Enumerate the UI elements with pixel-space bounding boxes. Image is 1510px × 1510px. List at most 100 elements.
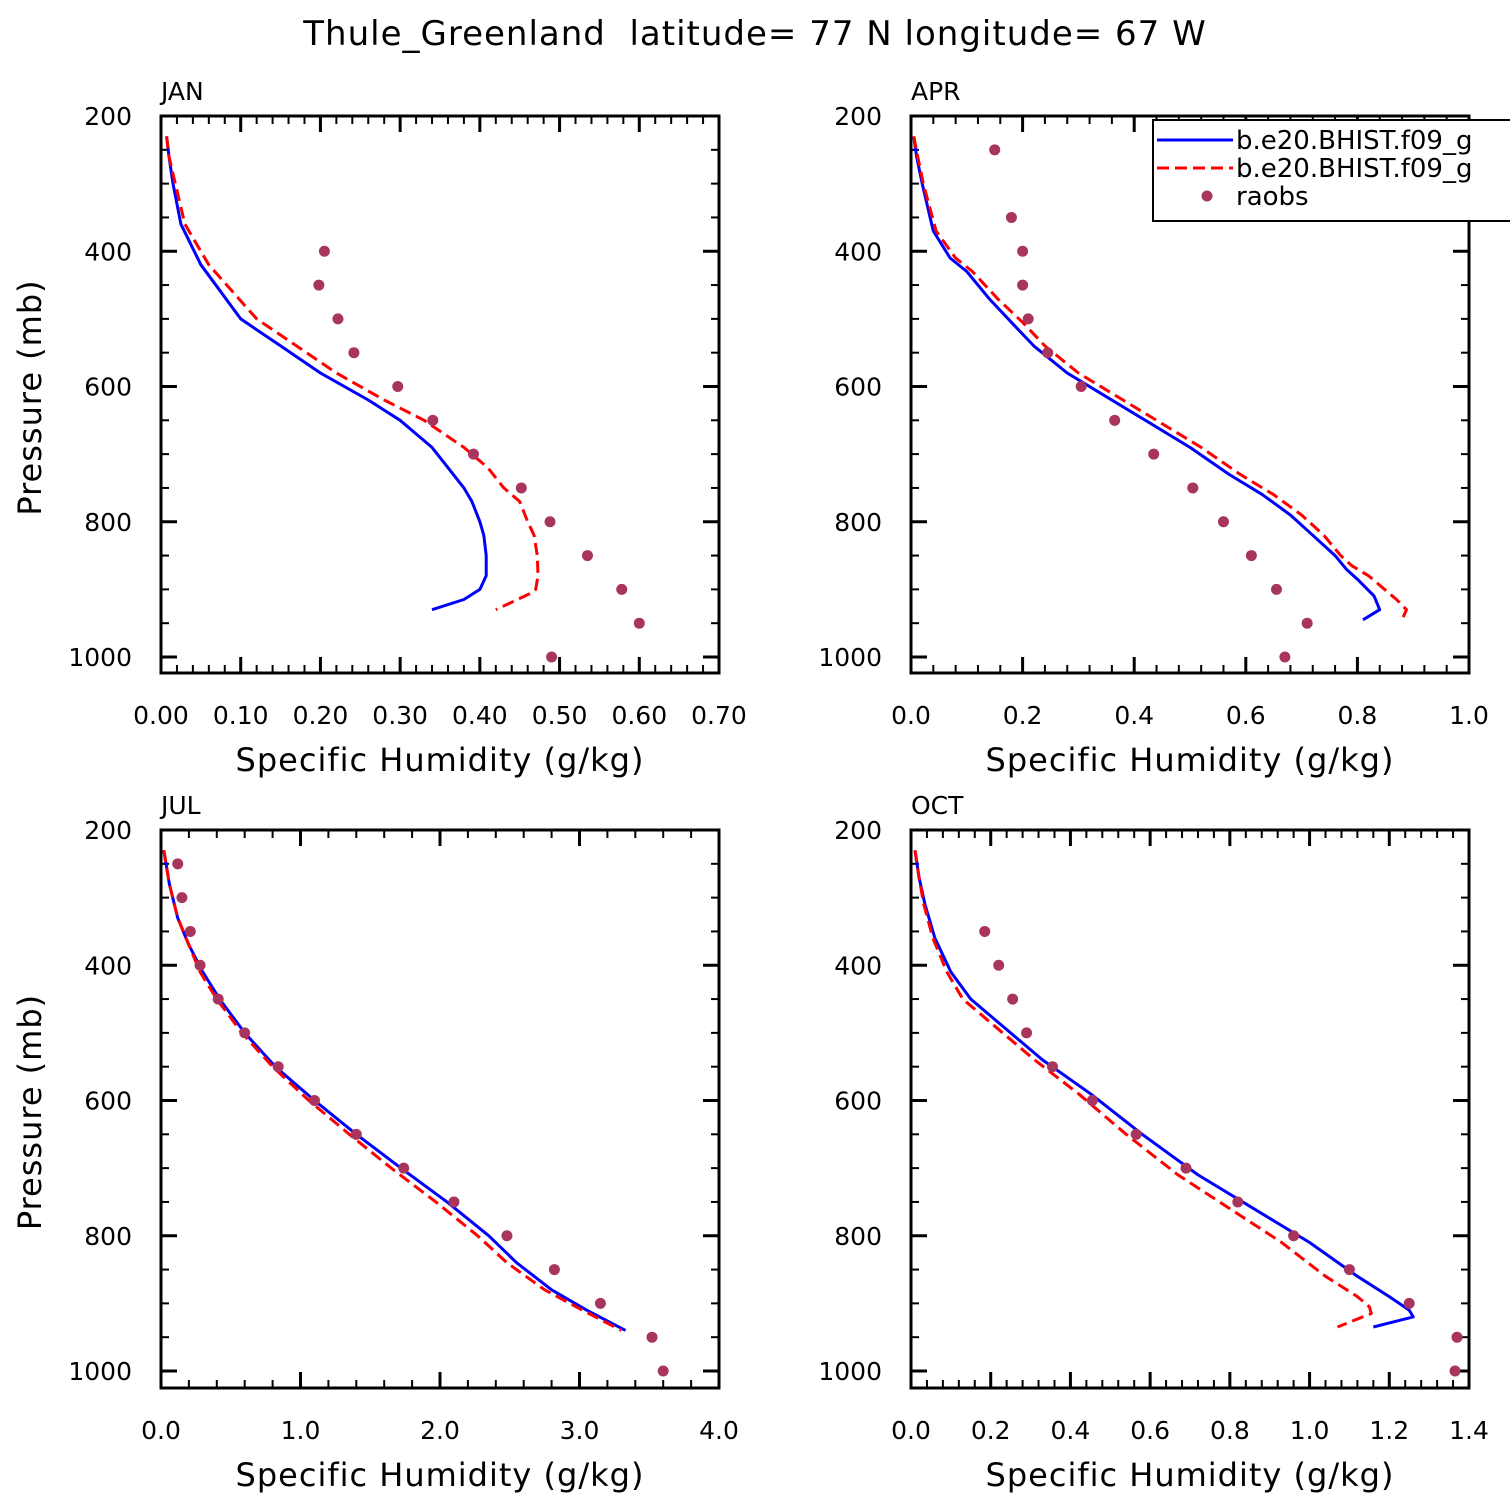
raobs-point xyxy=(1217,516,1229,528)
raobs-point xyxy=(392,381,404,392)
raobs-point xyxy=(989,144,1001,156)
y-tick-label: 1000 xyxy=(68,643,132,672)
raobs-point xyxy=(1109,414,1121,426)
raobs-point xyxy=(501,1230,513,1242)
raobs-point xyxy=(1180,1162,1192,1174)
raobs-point xyxy=(1017,279,1029,291)
y-tick-label: 800 xyxy=(84,1222,132,1251)
x-axis-label: Specific Humidity (g/kg) xyxy=(236,741,645,779)
raobs-point xyxy=(308,1095,320,1106)
raobs-point xyxy=(1005,211,1017,223)
raobs-point xyxy=(646,1331,658,1343)
model-line-dashed xyxy=(162,850,622,1332)
raobs-point xyxy=(427,414,439,426)
x-tick-label: 0.50 xyxy=(532,701,588,730)
raobs-point xyxy=(1343,1264,1355,1276)
chart-panel-apr: APR 0.0 0.2 0.4 0.6 0.8 1.0 200 400 600 800 1000 Spe… xyxy=(818,77,1510,779)
x-tick-label: 1.0 xyxy=(281,1416,321,1445)
x-axis-label: Specific Humidity (g/kg) xyxy=(236,1456,645,1494)
legend-label: raobs xyxy=(1236,182,1309,212)
raobs-point xyxy=(1046,1061,1058,1073)
raobs-point xyxy=(1042,347,1054,359)
legend-label: b.e20.BHIST.f09_g xyxy=(1236,126,1472,156)
raobs-point xyxy=(1075,381,1087,392)
raobs-point xyxy=(1017,245,1029,257)
y-tick-label: 800 xyxy=(84,508,132,537)
raobs-point xyxy=(1232,1196,1244,1208)
x-axis-label: Specific Humidity (g/kg) xyxy=(986,1456,1395,1494)
raobs-point xyxy=(184,925,196,937)
plot-frame xyxy=(909,114,1471,675)
y-tick-label: 200 xyxy=(834,816,882,845)
raobs-point xyxy=(548,1264,560,1276)
chart-panel-oct: OCT 0.0 0.2 0.4 0.6 0.8 1.0 1.2 1.4 200 400 600 800 1… xyxy=(818,791,1489,1494)
raobs-point xyxy=(1086,1095,1098,1106)
x-tick-label: 4.0 xyxy=(699,1416,739,1445)
y-tick-label: 800 xyxy=(834,1222,882,1251)
x-tick-label: 0.4 xyxy=(1114,701,1154,730)
y-tick-label: 200 xyxy=(84,102,132,131)
x-tick-label: 3.0 xyxy=(560,1416,600,1445)
raobs-point xyxy=(1288,1230,1300,1242)
raobs-point xyxy=(1245,550,1257,562)
x-tick-label: 0.8 xyxy=(1338,701,1378,730)
y-tick-label: 400 xyxy=(84,237,132,266)
raobs-point xyxy=(979,925,991,937)
raobs-point xyxy=(467,448,479,460)
raobs-point xyxy=(515,482,527,494)
raobs-point xyxy=(272,1061,284,1073)
panel-title: JAN xyxy=(159,77,204,106)
x-tick-label: 0.0 xyxy=(891,1416,931,1445)
raobs-point xyxy=(546,651,558,663)
x-tick-label: 0.10 xyxy=(213,701,269,730)
raobs-point xyxy=(318,245,330,257)
plot-frame xyxy=(909,828,1471,1390)
raobs-point xyxy=(993,959,1005,971)
raobs-point xyxy=(313,279,325,291)
x-tick-label: 0.6 xyxy=(1130,1416,1170,1445)
x-tick-label: 0.2 xyxy=(971,1416,1011,1445)
raobs-point xyxy=(350,1128,362,1140)
raobs-point xyxy=(212,993,224,1005)
plot-frame xyxy=(159,114,721,675)
raobs-point xyxy=(1279,651,1291,663)
raobs-point xyxy=(448,1196,460,1208)
raobs-point xyxy=(1007,993,1019,1005)
raobs-point xyxy=(176,892,188,904)
panel-title: OCT xyxy=(911,791,964,820)
raobs-point xyxy=(1130,1128,1142,1140)
x-tick-label: 0.60 xyxy=(611,701,667,730)
raobs-point xyxy=(1301,617,1313,629)
raobs-point xyxy=(544,516,556,528)
y-tick-label: 400 xyxy=(834,237,882,266)
y-axis-label: Pressure (mb) xyxy=(11,279,49,515)
y-tick-label: 1000 xyxy=(68,1357,132,1386)
y-tick-label: 800 xyxy=(834,508,882,537)
x-tick-label: 2.0 xyxy=(420,1416,460,1445)
x-tick-label: 0.40 xyxy=(452,701,508,730)
legend-label: b.e20.BHIST.f09_g xyxy=(1236,154,1472,184)
raobs-point xyxy=(1021,1027,1033,1039)
raobs-point xyxy=(398,1162,410,1174)
y-tick-label: 1000 xyxy=(818,643,882,672)
model-line-solid xyxy=(912,136,1382,622)
legend-marker xyxy=(1201,190,1213,202)
model-line-solid xyxy=(162,850,627,1332)
x-tick-label: 1.0 xyxy=(1449,701,1489,730)
model-line-dashed xyxy=(165,136,540,612)
x-tick-label: 0.6 xyxy=(1226,701,1266,730)
raobs-point xyxy=(1022,313,1034,325)
model-line-dashed xyxy=(912,136,1408,621)
x-tick-label: 0.4 xyxy=(1051,1416,1091,1445)
x-tick-label: 0.0 xyxy=(891,701,931,730)
raobs-point xyxy=(581,550,593,562)
y-tick-label: 600 xyxy=(834,373,882,402)
y-tick-label: 200 xyxy=(84,816,132,845)
model-line-solid xyxy=(165,136,488,612)
raobs-point xyxy=(633,617,645,629)
raobs-point xyxy=(616,583,628,595)
raobs-point xyxy=(1403,1297,1415,1309)
panel-title: JUL xyxy=(159,791,201,820)
